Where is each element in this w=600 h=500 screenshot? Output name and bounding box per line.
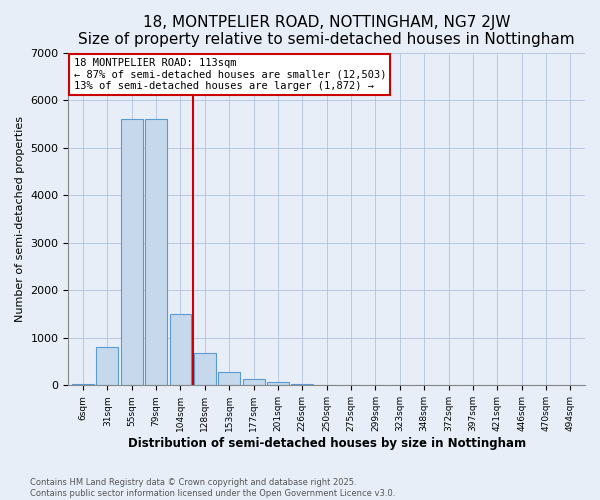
- Text: 18 MONTPELIER ROAD: 113sqm
← 87% of semi-detached houses are smaller (12,503)
13: 18 MONTPELIER ROAD: 113sqm ← 87% of semi…: [74, 58, 386, 91]
- Title: 18, MONTPELIER ROAD, NOTTINGHAM, NG7 2JW
Size of property relative to semi-detac: 18, MONTPELIER ROAD, NOTTINGHAM, NG7 2JW…: [79, 15, 575, 48]
- Bar: [194, 353, 216, 386]
- X-axis label: Distribution of semi-detached houses by size in Nottingham: Distribution of semi-detached houses by …: [128, 437, 526, 450]
- Bar: [97, 348, 118, 386]
- Bar: [121, 120, 143, 386]
- Bar: [218, 372, 240, 386]
- Bar: [242, 379, 265, 386]
- Bar: [145, 120, 167, 386]
- Bar: [170, 314, 191, 386]
- Text: Contains HM Land Registry data © Crown copyright and database right 2025.
Contai: Contains HM Land Registry data © Crown c…: [30, 478, 395, 498]
- Bar: [72, 384, 94, 386]
- Bar: [292, 384, 313, 386]
- Bar: [267, 382, 289, 386]
- Y-axis label: Number of semi-detached properties: Number of semi-detached properties: [15, 116, 25, 322]
